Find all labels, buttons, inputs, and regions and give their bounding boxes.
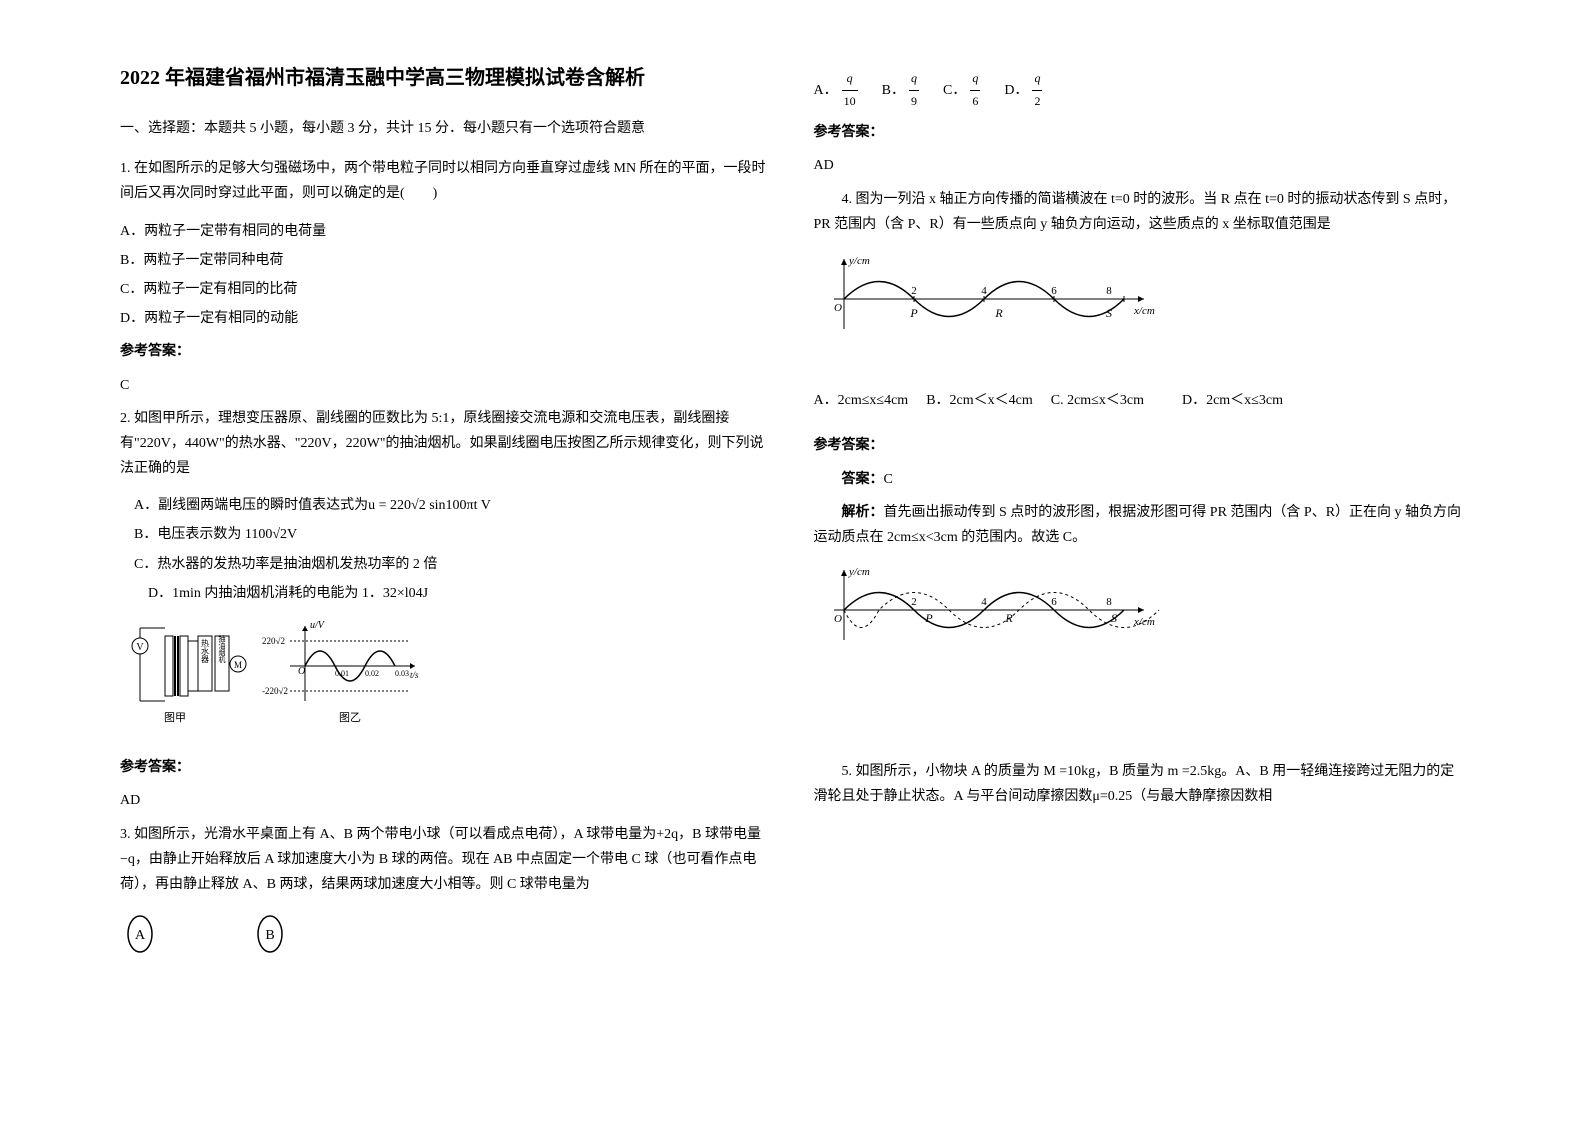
svg-text:4: 4 — [981, 596, 987, 608]
svg-text:8: 8 — [1106, 596, 1112, 608]
balls-diagram: A B — [120, 909, 774, 968]
svg-text:0.03: 0.03 — [395, 669, 409, 678]
svg-text:O: O — [834, 613, 842, 625]
q2-answer: AD — [120, 788, 774, 813]
q4-option-a: A．2cm≤x≤4cm — [814, 388, 909, 413]
svg-text:220√2: 220√2 — [262, 636, 285, 646]
svg-text:V: V — [136, 642, 144, 653]
svg-text:S: S — [1111, 611, 1117, 625]
svg-text:O: O — [834, 302, 842, 314]
svg-text:y/cm: y/cm — [848, 566, 870, 578]
svg-text:6: 6 — [1051, 596, 1057, 608]
q3-choice-c-label: C． — [943, 78, 966, 103]
q4-options: A．2cm≤x≤4cm B．2cm＜x＜4cm C. 2cm≤x＜3cm D．2… — [814, 388, 1468, 413]
q3-choice-b-label: B． — [882, 78, 905, 103]
page-title: 2022 年福建省福州市福清玉融中学高三物理模拟试卷含解析 — [120, 60, 774, 96]
svg-text:-220√2: -220√2 — [262, 686, 288, 696]
question-1-text: 1. 在如图所示的足够大匀强磁场中，两个带电粒子同时以相同方向垂直穿过虚线 MN… — [120, 156, 774, 206]
svg-text:图乙: 图乙 — [339, 711, 361, 724]
q2-option-a: A．副线圈两端电压的瞬时值表达式为u = 220√2 sin100πt V — [134, 493, 774, 518]
svg-text:2: 2 — [911, 596, 917, 608]
svg-text:0.01: 0.01 — [335, 669, 349, 678]
q2-option-d: D．1min 内抽油烟机消耗的电能为 1．32×l04J — [148, 581, 774, 606]
q4-explanation: 解析：首先画出振动传到 S 点时的波形图，根据波形图可得 PR 范围内（含 P、… — [814, 500, 1468, 550]
q1-option-b: B．两粒子一定带同种电荷 — [120, 248, 774, 273]
svg-text:6: 6 — [1051, 285, 1057, 297]
q3-choice-d-label: D． — [1004, 78, 1028, 103]
svg-text:0.02: 0.02 — [365, 669, 379, 678]
svg-text:O: O — [298, 666, 305, 677]
q2-option-b: B．电压表示数为 1100√2V — [134, 522, 774, 547]
question-4-text: 4. 图为一列沿 x 轴正方向传播的简谐横波在 t=0 时的波形。当 R 点在 … — [814, 187, 1468, 237]
q3-choice-a-label: A． — [814, 78, 838, 103]
section-header: 一、选择题：本题共 5 小题，每小题 3 分，共计 15 分．每小题只有一个选项… — [120, 116, 774, 141]
q4-answer: 答案：C — [814, 467, 1468, 492]
svg-text:8: 8 — [1106, 285, 1112, 297]
svg-text:R: R — [994, 306, 1003, 320]
q2-answer-label: 参考答案： — [120, 755, 774, 780]
q3-answer: AD — [814, 153, 1468, 178]
question-2-text: 2. 如图甲所示，理想变压器原、副线圈的匝数比为 5:1，原线圈接交流电源和交流… — [120, 406, 774, 482]
q1-option-d: D．两粒子一定有相同的动能 — [120, 306, 774, 331]
svg-text:图甲: 图甲 — [164, 711, 186, 724]
svg-text:P: P — [924, 611, 933, 625]
svg-text:A: A — [135, 928, 146, 943]
q4-option-d: D．2cm＜x≤3cm — [1182, 388, 1283, 413]
svg-text:热水器: 热水器 — [201, 638, 210, 664]
q2-option-c: C．热水器的发热功率是抽油烟机发热功率的 2 倍 — [134, 552, 774, 577]
svg-text:M: M — [234, 660, 242, 670]
q1-option-c: C．两粒子一定有相同的比荷 — [120, 277, 774, 302]
svg-text:4: 4 — [981, 285, 987, 297]
q1-answer: C — [120, 373, 774, 398]
wave-diagram-2: y/cm x/cm O 2 4 6 8 P R S — [814, 560, 1468, 669]
q4-answer-label: 参考答案： — [814, 433, 1468, 458]
transformer-diagram: V 热水器 抽油烟机 M 图甲 u/V — [120, 616, 774, 745]
q1-option-a: A．两粒子一定带有相同的电荷量 — [120, 219, 774, 244]
svg-text:B: B — [265, 928, 274, 943]
question-3-text: 3. 如图所示，光滑水平桌面上有 A、B 两个带电小球（可以看成点电荷），A 球… — [120, 822, 774, 898]
q3-choices: A． q10 B． q9 C． q6 D． q2 — [814, 68, 1468, 112]
q4-option-c: C. 2cm≤x＜3cm — [1051, 388, 1144, 413]
svg-text:x/cm: x/cm — [1133, 305, 1155, 317]
svg-text:u/V: u/V — [310, 620, 326, 631]
q3-answer-label: 参考答案： — [814, 120, 1468, 145]
q1-answer-label: 参考答案： — [120, 339, 774, 364]
svg-text:S: S — [1106, 306, 1112, 320]
wave-diagram-1: y/cm x/cm O 2 4 6 8 P R S — [814, 249, 1468, 358]
svg-text:t/s: t/s — [410, 670, 419, 680]
q4-option-b: B．2cm＜x＜4cm — [926, 388, 1033, 413]
question-5-text: 5. 如图所示，小物块 A 的质量为 M =10kg，B 质量为 m =2.5k… — [814, 759, 1468, 809]
svg-text:抽油烟机: 抽油烟机 — [218, 634, 226, 664]
svg-text:P: P — [909, 306, 918, 320]
svg-text:y/cm: y/cm — [848, 255, 870, 267]
svg-text:2: 2 — [911, 285, 917, 297]
svg-text:R: R — [1004, 611, 1013, 625]
svg-text:x/cm: x/cm — [1133, 616, 1155, 628]
